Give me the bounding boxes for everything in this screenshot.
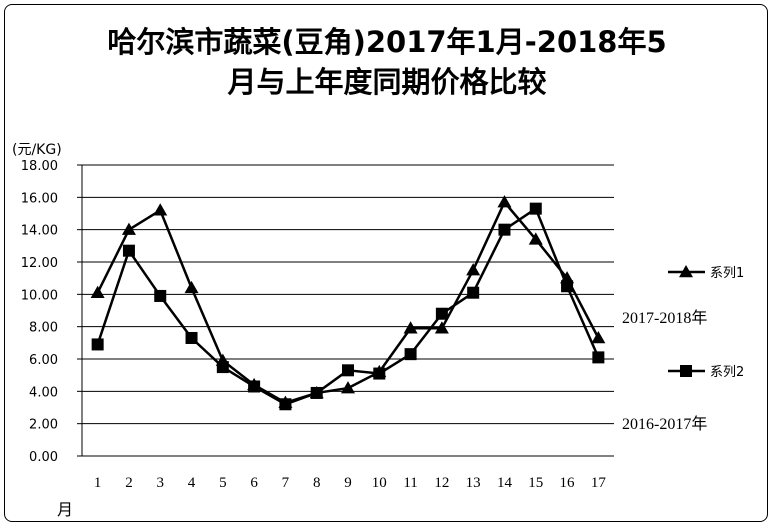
legend-marker bbox=[679, 265, 693, 278]
x-tick-label: 4 bbox=[188, 475, 196, 491]
x-tick-label: 10 bbox=[372, 475, 387, 491]
square-marker bbox=[342, 364, 354, 377]
legend-marker bbox=[680, 365, 692, 377]
y-tick-label: 10.00 bbox=[21, 288, 58, 303]
period-annotation: 2016-2017年 bbox=[622, 415, 707, 433]
triangle-marker bbox=[591, 330, 606, 344]
triangle-marker bbox=[434, 321, 449, 334]
triangle-marker bbox=[403, 321, 418, 334]
square-marker bbox=[248, 380, 261, 393]
legend-label: 系列1 bbox=[710, 266, 744, 281]
x-axis-label: 月 bbox=[57, 500, 73, 519]
period-annotation: 2017-2018年 bbox=[622, 309, 707, 327]
y-tick-label: 2.00 bbox=[29, 418, 58, 433]
x-tick-label: 2 bbox=[125, 475, 133, 491]
triangle-marker bbox=[153, 203, 168, 216]
triangle-marker bbox=[528, 232, 543, 245]
triangle-marker bbox=[90, 285, 105, 298]
x-tick-label: 6 bbox=[250, 475, 258, 491]
x-tick-label: 5 bbox=[219, 475, 227, 491]
triangle-marker bbox=[466, 263, 481, 276]
y-tick-label: 14.00 bbox=[21, 224, 58, 239]
triangle-marker bbox=[184, 280, 199, 294]
y-tick-label: 12.00 bbox=[21, 256, 58, 271]
square-marker bbox=[561, 280, 574, 293]
x-tick-label: 11 bbox=[403, 475, 417, 491]
legend: 系列1 系列2 2017-2018年 2016-2017年 bbox=[622, 265, 744, 433]
y-tick-label: 18.00 bbox=[21, 159, 58, 174]
x-tick-label: 7 bbox=[282, 475, 290, 491]
square-marker bbox=[91, 338, 104, 351]
x-tick-label: 14 bbox=[497, 475, 513, 491]
x-tick-label: 12 bbox=[434, 475, 449, 491]
y-tick-label: 0.00 bbox=[29, 450, 58, 465]
square-marker bbox=[435, 307, 448, 320]
square-marker bbox=[279, 398, 292, 411]
series-2 bbox=[91, 202, 605, 411]
square-marker bbox=[404, 348, 417, 361]
square-marker bbox=[592, 351, 605, 364]
square-marker bbox=[216, 361, 229, 374]
x-tick-label: 15 bbox=[528, 475, 543, 491]
x-tick-label: 8 bbox=[313, 475, 321, 491]
y-tick-label: 16.00 bbox=[21, 191, 58, 206]
axes: 0.00 2.00 4.00 6.00 8.00 10.00 12.00 14.00 16.00… bbox=[12, 142, 606, 519]
square-marker bbox=[122, 244, 135, 257]
chart-title-line-2: 月与上年度同期价格比较 bbox=[227, 65, 547, 99]
triangle-marker bbox=[121, 222, 136, 235]
square-marker bbox=[373, 367, 386, 380]
chart-frame bbox=[4, 4, 768, 522]
triangle-marker bbox=[497, 195, 512, 208]
x-tick-label: 9 bbox=[344, 475, 352, 491]
square-marker bbox=[467, 286, 480, 299]
x-tick-label: 16 bbox=[560, 475, 576, 491]
legend-item-1: 系列1 bbox=[668, 265, 744, 281]
x-tick-label: 13 bbox=[466, 475, 481, 491]
square-marker bbox=[310, 386, 323, 399]
x-tick-label: 3 bbox=[156, 475, 164, 491]
square-marker bbox=[185, 331, 198, 344]
legend-label: 系列2 bbox=[710, 365, 744, 380]
square-marker bbox=[498, 223, 511, 236]
legend-item-2: 系列2 bbox=[668, 365, 744, 380]
x-tick-label: 17 bbox=[591, 475, 607, 491]
y-tick-label: 8.00 bbox=[29, 321, 58, 336]
y-axis-label: (元/KG) bbox=[12, 142, 62, 158]
square-marker bbox=[529, 202, 542, 215]
square-marker bbox=[154, 289, 167, 302]
y-tick-label: 4.00 bbox=[29, 385, 58, 400]
chart-title-line-1: 哈尔滨市蔬菜(豆角)2017年1月-2018年5 bbox=[107, 25, 667, 59]
chart-title: 哈尔滨市蔬菜(豆角)2017年1月-2018年5 月与上年度同期价格比较 bbox=[0, 22, 774, 102]
triangle-marker bbox=[341, 381, 355, 394]
x-tick-label: 1 bbox=[94, 475, 102, 491]
series-layer bbox=[90, 195, 606, 411]
y-tick-label: 6.00 bbox=[29, 353, 58, 368]
